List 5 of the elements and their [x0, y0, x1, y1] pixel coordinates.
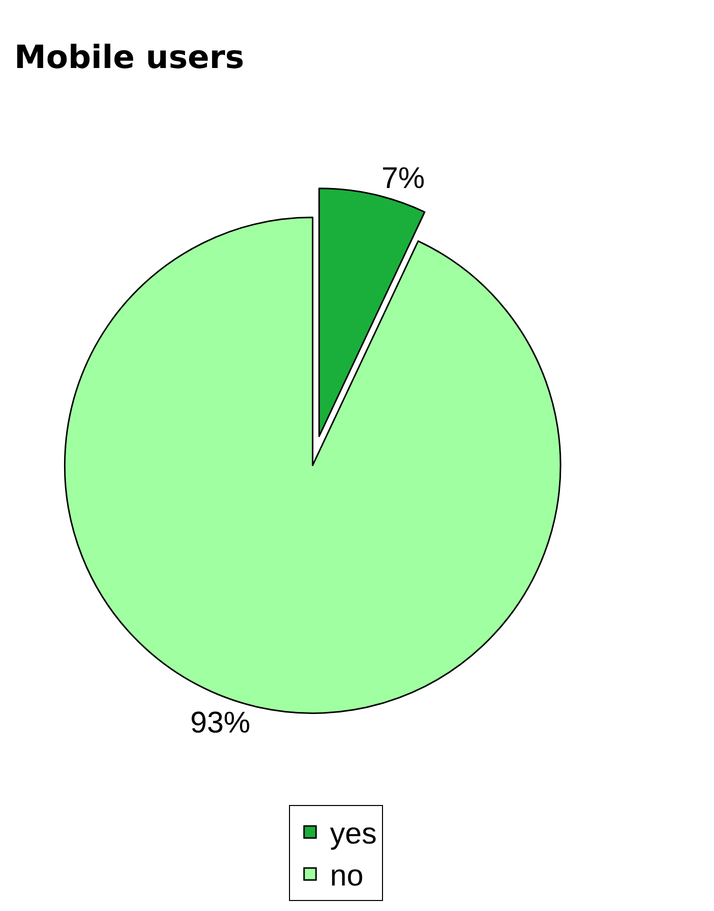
data-label: 93% — [190, 706, 250, 740]
legend-label: yes — [330, 818, 377, 851]
data-label: 7% — [381, 162, 425, 196]
legend-label: no — [330, 860, 364, 893]
chart-title: Mobile users — [14, 38, 244, 76]
